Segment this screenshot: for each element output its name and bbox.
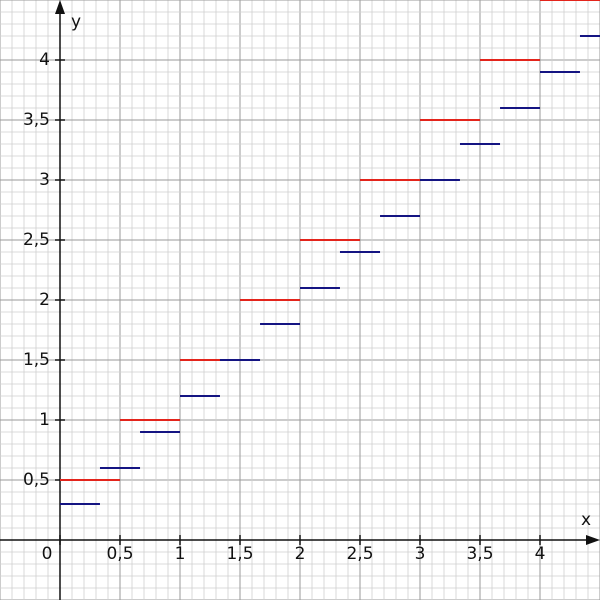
y-tick-label: 1 <box>39 410 50 430</box>
x-tick-label: 1 <box>175 544 186 564</box>
y-axis-label: y <box>71 12 81 32</box>
y-tick-label: 3,5 <box>23 110 50 130</box>
x-tick-label: 3,5 <box>466 544 493 564</box>
y-arrow <box>55 0 65 14</box>
y-tick-label: 1,5 <box>23 350 50 370</box>
x-arrow <box>586 535 600 545</box>
y-tick-label: 0,5 <box>23 470 50 490</box>
x-tick-label: 2,5 <box>346 544 373 564</box>
x-tick-label: 3 <box>415 544 426 564</box>
plot-area <box>60 0 600 505</box>
x-tick-label: 0,5 <box>106 544 133 564</box>
x-tick-label: 1,5 <box>226 544 253 564</box>
x-axis-label: x <box>581 510 591 530</box>
y-tick-label: 2 <box>39 290 50 310</box>
y-tick-label: 4 <box>39 50 50 70</box>
x-tick-label: 2 <box>295 544 306 564</box>
x-tick-label: 0 <box>42 544 53 564</box>
y-tick-label: 2,5 <box>23 230 50 250</box>
y-tick-label: 3 <box>39 170 50 190</box>
x-tick-label: 4 <box>535 544 546 564</box>
